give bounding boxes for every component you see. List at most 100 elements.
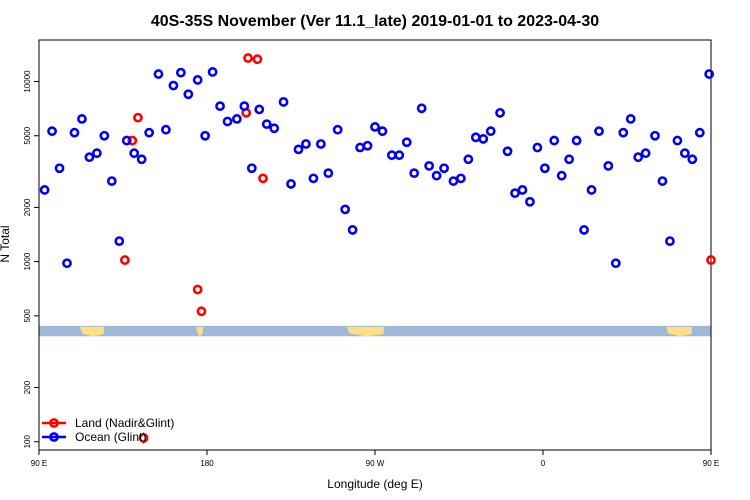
data-point [99, 130, 110, 141]
data-point [409, 168, 420, 179]
map-land-patch [347, 326, 385, 337]
data-point [355, 142, 365, 153]
data-point [121, 135, 132, 146]
data-points [39, 53, 716, 443]
data-point [416, 103, 427, 114]
data-point [463, 154, 474, 165]
data-point [603, 161, 614, 171]
y-tick-label: 100 [23, 435, 32, 449]
data-point [586, 185, 597, 195]
data-point [618, 127, 629, 138]
data-point [510, 188, 520, 199]
data-point [62, 258, 72, 269]
map-land-patch [195, 326, 204, 337]
data-point [315, 139, 326, 149]
data-point [286, 179, 296, 189]
data-point [679, 148, 690, 159]
legend: Land (Nadir&Glint)Ocean (Glint) [42, 416, 174, 444]
y-axis-label: N Total [0, 225, 12, 262]
data-point [175, 67, 186, 78]
data-point [269, 123, 280, 134]
data-point [549, 135, 560, 146]
data-point [69, 127, 80, 138]
data-point [222, 116, 233, 127]
map-land-patch [80, 326, 105, 337]
data-point [196, 306, 207, 317]
data-point [84, 152, 95, 163]
data-point [168, 80, 179, 91]
data-point [455, 173, 466, 184]
data-point [625, 114, 636, 124]
data-point [394, 150, 405, 161]
data-point [657, 176, 668, 186]
x-tick-label: 0 [541, 459, 546, 468]
data-point [532, 142, 543, 153]
data-point [571, 135, 582, 146]
data-point [129, 148, 140, 159]
data-point [153, 69, 164, 79]
data-point [239, 101, 250, 112]
data-point [377, 126, 388, 137]
x-tick-label: 90 W [366, 459, 385, 468]
data-point [254, 104, 265, 115]
data-point [323, 168, 334, 179]
data-point [192, 75, 203, 85]
data-point [301, 139, 311, 149]
data-point [39, 185, 50, 195]
data-point [401, 137, 412, 148]
data-point [370, 121, 380, 132]
plot-frame [38, 39, 712, 451]
y-tick-label: 200 [23, 380, 32, 394]
data-point [704, 69, 715, 79]
legend-swatch-marker [49, 432, 59, 442]
data-point [161, 124, 171, 135]
data-point [278, 97, 289, 107]
y-tick-label: 500 [23, 309, 32, 323]
data-point [633, 152, 644, 163]
data-point [424, 161, 435, 171]
map-band [39, 325, 711, 337]
data-point [252, 54, 263, 65]
data-point [77, 114, 87, 124]
data-point [136, 154, 147, 165]
y-axis: 100 200 500 1000 2000 5000 10000 [23, 70, 39, 449]
y-tick-label: 1000 [23, 252, 32, 270]
data-point [258, 173, 268, 184]
data-point [47, 126, 57, 137]
x-tick-label: 90 E [703, 459, 719, 468]
data-point [706, 255, 716, 265]
y-tick-label: 10000 [23, 70, 32, 93]
data-point [362, 140, 373, 151]
data-point [127, 135, 138, 146]
data-point [138, 433, 149, 443]
data-point [332, 124, 343, 135]
data-point [293, 144, 304, 155]
data-point [347, 225, 358, 235]
data-point [495, 107, 505, 118]
data-point [215, 101, 225, 112]
y-tick-label: 5000 [23, 126, 32, 144]
data-point [231, 114, 242, 124]
chart-title: 40S-35S November (Ver 11.1_late) 2019-01… [151, 13, 599, 30]
data-point [308, 173, 319, 184]
data-point [386, 150, 397, 161]
x-tick-label: 180 [200, 459, 214, 468]
data-point [207, 67, 218, 77]
data-point [243, 53, 253, 63]
data-point [517, 185, 528, 195]
data-point [54, 163, 65, 174]
data-point [502, 146, 513, 157]
x-tick-label: 90 E [31, 459, 47, 468]
data-point [439, 163, 449, 174]
data-point [525, 196, 535, 207]
data-point [431, 170, 442, 181]
data-point [261, 119, 272, 130]
x-axis: 90 E 180 90 W 0 90 E [31, 450, 719, 468]
data-point [106, 176, 117, 186]
data-point [594, 126, 604, 137]
data-point [694, 127, 705, 138]
legend-label: Ocean (Glint) [75, 430, 146, 444]
map-land-patch [666, 326, 693, 337]
data-point [200, 130, 211, 141]
